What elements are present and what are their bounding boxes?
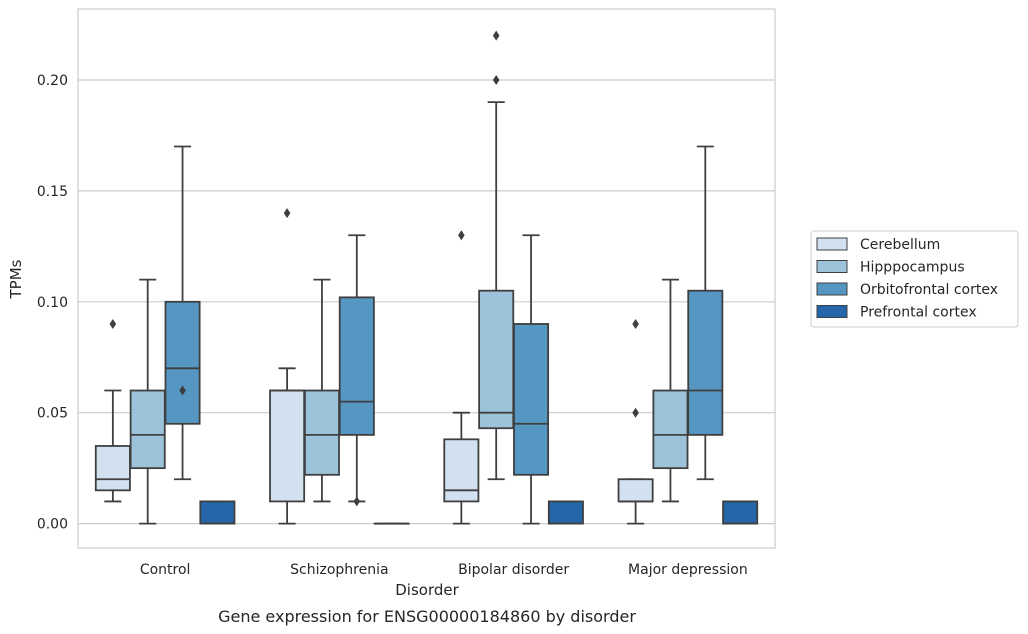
outlier-point [632,318,639,329]
box-body [652,389,689,470]
outlier-point [353,496,361,507]
y-tick-label: 0.20 [37,73,68,89]
box-body [722,500,759,525]
legend-label: Hipppocampus [860,260,965,276]
box-body [443,438,480,503]
x-tick-labels: Control Schizophrenia Bipolar disorder Majo… [140,562,748,578]
boxes [94,30,759,525]
box-body [199,500,236,525]
box-cerebellum [443,230,480,525]
legend: Cerebellum Hipppocampus Orbitofrontal cort… [810,230,1019,328]
outlier-point [179,385,186,396]
box-body [269,389,306,503]
legend-swatch [816,305,848,318]
outlier-point [492,74,500,85]
x-tick-label: Schizophrenia [290,562,388,578]
chart-caption: Gene expression for ENSG00000184860 by d… [218,607,636,626]
box-orbitofrontal-cortex [513,234,550,525]
outlier-point [458,230,465,241]
box-body [338,296,375,436]
y-tick-label: 0.15 [37,184,68,200]
box-cerebellum [269,208,306,525]
y-tick-label: 0.00 [37,517,68,533]
x-tick-label: Control [140,562,191,578]
legend-label: Prefrontal cortex [860,305,977,321]
y-tick-labels: 0.00 0.05 0.10 0.15 0.20 [37,73,68,533]
box-hipppocampus [303,278,340,503]
outlier-point [109,318,117,329]
legend-label: Orbitofrontal cortex [860,282,998,298]
box-hipppocampus [652,278,689,503]
box-body [129,389,166,470]
legend-label: Cerebellum [860,237,940,253]
box-orbitofrontal-cortex [164,145,201,481]
y-axis-label: TPMs [7,259,25,299]
legend-frame [810,230,1019,328]
outlier-point [632,407,639,418]
box-body [617,478,654,503]
outlier-point [492,30,500,41]
box-cerebellum [94,318,131,503]
box-orbitofrontal-cortex [687,145,724,481]
legend-swatch [816,237,848,251]
x-tick-label: Bipolar disorder [458,562,569,578]
box-prefrontal-cortex [547,500,584,525]
y-tick-label: 0.05 [37,406,68,422]
plot-frame [77,8,776,549]
box-body [478,289,515,430]
box-cerebellum [617,318,654,525]
box-hipppocampus [129,278,166,525]
box-prefrontal-cortex [199,500,236,525]
box-body [547,500,584,525]
box-body [513,323,550,476]
box-prefrontal-cortex [722,500,759,525]
box-body [94,445,131,492]
legend-swatch [816,282,848,296]
outlier-point [283,208,291,219]
box-orbitofrontal-cortex [338,234,375,507]
box-hipppocampus [478,30,515,481]
box-body [687,289,724,436]
x-tick-label: Major depression [628,562,748,578]
x-axis-label: Disorder [395,581,459,599]
y-tick-label: 0.10 [37,295,68,311]
legend-swatch [816,260,848,273]
box-body [303,389,340,476]
box-body [164,300,201,425]
